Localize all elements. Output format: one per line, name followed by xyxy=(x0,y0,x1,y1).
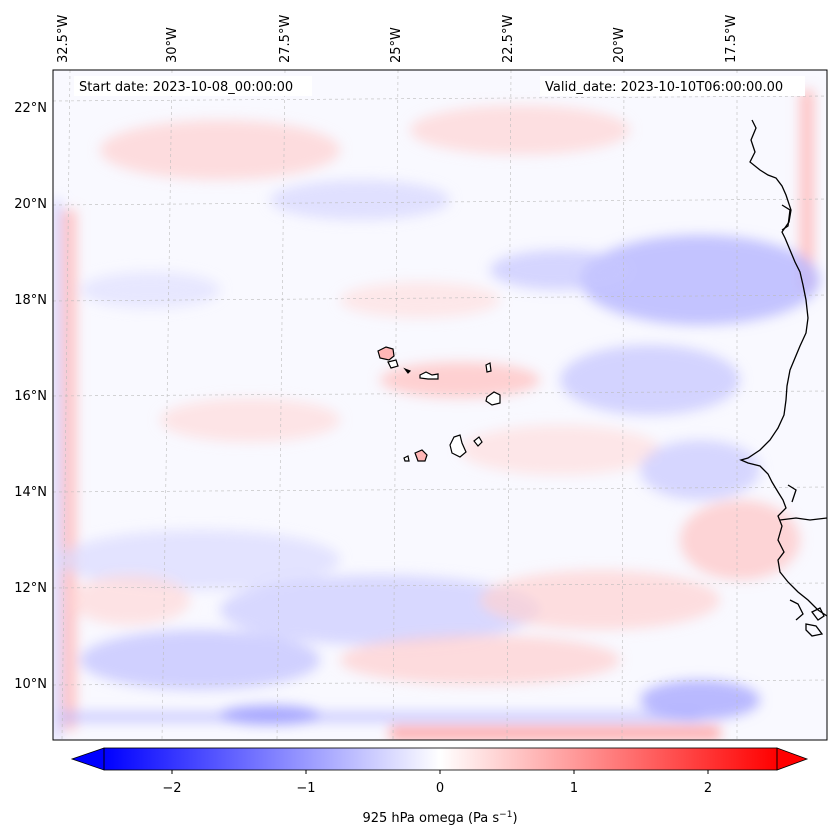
lat-label-10n: 10°N xyxy=(14,677,47,692)
coastline xyxy=(739,119,827,637)
lon-label-22-5w: 22.5°W xyxy=(501,15,516,63)
colorbar-extend-max xyxy=(776,747,809,771)
colorbar-tick-label: −2 xyxy=(162,781,181,796)
lat-label-12n: 12°N xyxy=(14,581,47,596)
valid-date-label: Valid_date: 2023-10-10T06:00:00.00 xyxy=(545,80,783,95)
lon-label-20w: 20°W xyxy=(612,27,627,63)
colorbar-tick-label: −1 xyxy=(296,781,315,796)
lon-label-32-5w: 32.5°W xyxy=(56,15,71,63)
cape-verde-islands xyxy=(377,346,501,462)
latitude-labels: 22°N 20°N 18°N 16°N 14°N 12°N 10°N xyxy=(14,101,47,692)
colorbar-tick-label: 0 xyxy=(436,781,444,796)
lat-label-14n: 14°N xyxy=(14,485,47,500)
lon-label-30w: 30°W xyxy=(165,27,180,63)
lat-label-18n: 18°N xyxy=(14,293,47,308)
start-date-box xyxy=(74,76,312,96)
colorbar-extend-min xyxy=(70,747,105,771)
colorbar-ticks xyxy=(171,770,709,774)
lat-label-20n: 20°N xyxy=(14,197,47,212)
lon-label-27-5w: 27.5°W xyxy=(278,15,293,63)
colorbar-label-exponent: −1 xyxy=(499,810,512,820)
colorbar-label-close: ) xyxy=(512,811,517,826)
colorbar-tick-label: 2 xyxy=(704,781,712,796)
lon-label-25w: 25°W xyxy=(389,27,404,63)
omega-field xyxy=(53,90,820,740)
longitude-labels: 32.5°W 30°W 27.5°W 25°W 22.5°W 20°W 17.5… xyxy=(56,15,739,63)
lon-label-17-5w: 17.5°W xyxy=(724,15,739,63)
colorbar-gradient xyxy=(104,748,777,770)
lat-label-16n: 16°N xyxy=(14,389,47,404)
colorbar-label: 925 hPa omega (Pa s−1) xyxy=(362,810,517,826)
colorbar-label-main: 925 hPa omega (Pa s xyxy=(362,811,499,826)
valid-date-box xyxy=(540,76,805,96)
lat-label-22n: 22°N xyxy=(14,101,47,116)
gridlines xyxy=(53,70,827,740)
map-panel: Start date: 2023-10-08_00:00:00 Valid_da… xyxy=(52,69,828,741)
map-frame xyxy=(52,69,828,741)
colorbar: −2 −1 0 1 2 925 hPa omega (Pa s−1) xyxy=(70,747,809,826)
start-date-label: Start date: 2023-10-08_00:00:00 xyxy=(79,80,293,95)
colorbar-tick-label: 1 xyxy=(570,781,578,796)
